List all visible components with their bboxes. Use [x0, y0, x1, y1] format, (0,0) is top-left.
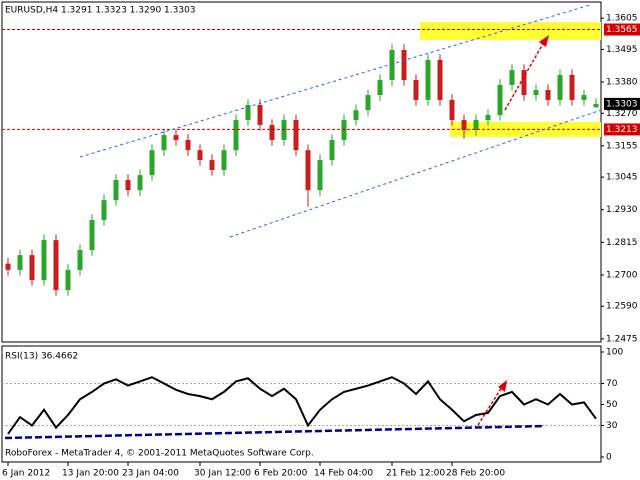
candle-body — [221, 150, 227, 171]
y-tick-label: 100 — [606, 348, 623, 358]
candle-body — [341, 120, 347, 140]
candle-body — [101, 200, 107, 220]
candle-body — [581, 95, 587, 100]
candle-body — [593, 103, 599, 108]
candle-body — [317, 160, 323, 191]
y-tick-label: 1.3270 — [606, 109, 638, 119]
y-tick-label: 1.3155 — [606, 141, 638, 151]
price-title: EURUSD,H4 1.3291 1.3323 1.3290 1.3303 — [5, 6, 196, 16]
candle-body — [17, 255, 23, 270]
candle-body — [125, 179, 131, 191]
candle-body — [569, 74, 575, 100]
copyright: RoboForex - MetaTrader 4, © 2001-2011 Me… — [5, 449, 314, 459]
channel-upper — [79, 4, 591, 158]
x-tick-label: 23 Jan 04:00 — [122, 469, 179, 479]
candle-body — [161, 135, 167, 151]
candle-body — [485, 114, 491, 121]
level-tag — [604, 23, 640, 36]
candle-body — [281, 120, 287, 140]
rsi-arrow — [477, 386, 503, 426]
candle-body — [473, 120, 479, 130]
forecast-arrow — [504, 41, 545, 111]
x-tick-label: 6 Feb 20:00 — [254, 469, 308, 479]
x-tick-label: 6 Jan 2012 — [2, 469, 50, 479]
x-tick-label: 14 Feb 04:00 — [314, 469, 373, 479]
candle-body — [233, 120, 239, 151]
candle-body — [137, 175, 143, 191]
arrow-head — [498, 380, 507, 392]
candle-body — [149, 150, 155, 176]
y-tick-label: 30 — [606, 421, 618, 431]
y-tick-label: 1.3380 — [606, 78, 638, 88]
y-tick-label: 1.2930 — [606, 205, 638, 215]
candle-body — [173, 135, 179, 140]
candle-body — [257, 105, 263, 125]
candle-body — [449, 99, 455, 121]
candle-body — [209, 160, 215, 171]
resistance-zone — [420, 22, 601, 40]
level-label: 1.3303 — [606, 99, 638, 109]
rsi-title: RSI(13) 36.4662 — [5, 352, 78, 362]
level-tag — [604, 123, 640, 136]
candle-body — [401, 49, 407, 81]
arrow-head — [539, 35, 549, 47]
y-tick-label: 50 — [606, 400, 618, 410]
candle-body — [269, 124, 275, 140]
channel-lower — [229, 109, 602, 238]
candle-body — [197, 150, 203, 161]
y-tick-label: 70 — [606, 379, 618, 389]
x-tick-label: 30 Jan 12:00 — [194, 469, 251, 479]
candle-body — [389, 49, 395, 81]
candle-body — [365, 95, 371, 111]
rsi-line — [7, 376, 597, 435]
candle-body — [77, 250, 83, 270]
y-tick-label: 1.3495 — [606, 45, 638, 55]
candle-body — [437, 59, 443, 100]
candle-body — [293, 120, 299, 151]
y-tick-label: 1.2475 — [606, 334, 638, 344]
candle-body — [545, 89, 551, 100]
rsi-trendline — [4, 424, 546, 440]
support-zone — [450, 122, 601, 137]
candle-body — [29, 255, 35, 281]
price-panel — [1, 1, 602, 343]
candle-body — [329, 139, 335, 161]
candle-body — [41, 240, 47, 281]
candle-body — [425, 59, 431, 100]
x-tick-label: 28 Feb 20:00 — [446, 469, 505, 479]
candle-body — [305, 150, 311, 191]
candle-body — [497, 84, 503, 115]
candle-body — [521, 70, 527, 96]
candle-body — [185, 139, 191, 151]
candle-body — [89, 219, 95, 251]
x-tick-label: 21 Feb 12:00 — [386, 469, 445, 479]
candle-body — [413, 80, 419, 100]
y-tick-label: 1.3045 — [606, 173, 638, 183]
candle-body — [557, 74, 563, 100]
y-tick-label: 1.2590 — [606, 302, 638, 312]
candle-body — [353, 110, 359, 121]
x-tick-label: 13 Jan 20:00 — [62, 469, 119, 479]
level-tag — [604, 97, 640, 110]
candle-body — [5, 263, 11, 270]
y-tick-label: 1.2815 — [606, 238, 638, 248]
candle-body — [509, 70, 515, 85]
candle-body — [377, 80, 383, 96]
marks — [2, 17, 604, 466]
candle-body — [53, 240, 59, 291]
candle-body — [245, 105, 251, 121]
y-tick-label: 1.2700 — [606, 271, 638, 281]
candle-body — [113, 179, 119, 201]
candle-body — [533, 89, 539, 96]
level-label: 1.3213 — [606, 125, 638, 135]
candle-body — [461, 120, 467, 130]
candle-body — [65, 269, 71, 291]
y-tick-label: 1.3605 — [606, 14, 638, 24]
level-label: 1.3565 — [606, 25, 638, 35]
y-tick-label: 0 — [606, 453, 612, 463]
